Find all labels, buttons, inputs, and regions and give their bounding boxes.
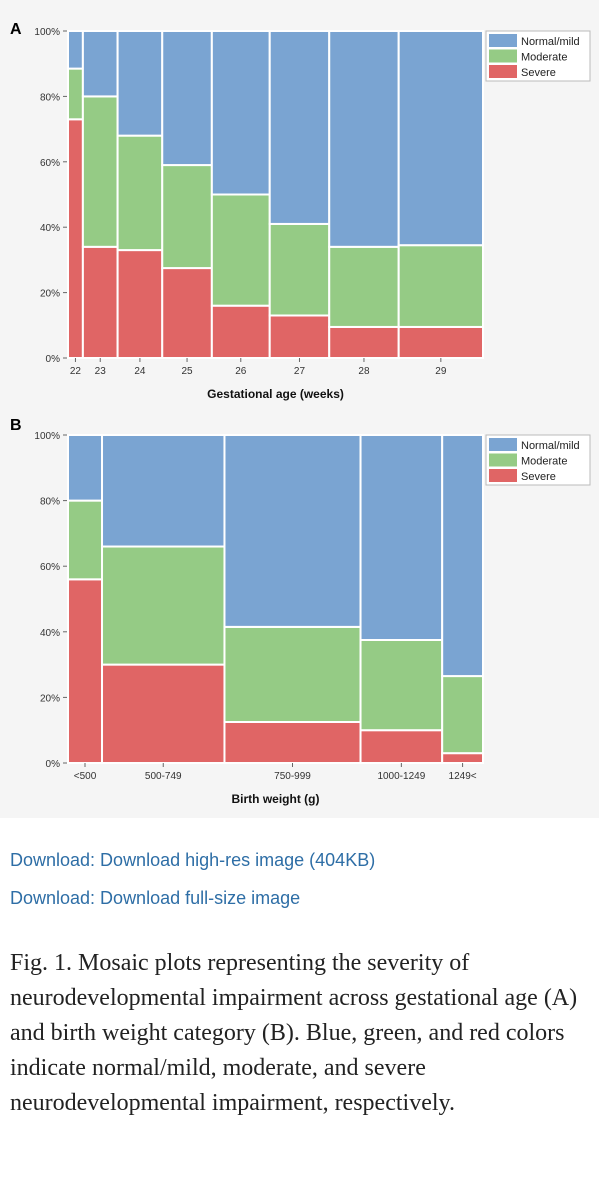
y-tick-label: 60% [40, 158, 60, 169]
panel-label: B [10, 417, 22, 434]
mosaic-cell-severe [223, 721, 362, 764]
x-tick-label: 24 [134, 366, 146, 377]
legend-label: Normal/mild [521, 36, 580, 48]
mosaic-cell-normal-mild [359, 434, 444, 641]
mosaic-cell-normal-mild [223, 434, 362, 628]
legend-label: Severe [521, 67, 556, 79]
y-tick-label: 0% [46, 354, 61, 365]
panel-label: A [10, 21, 22, 38]
mosaic-cell-normal-mild [101, 434, 226, 548]
mosaic-cell-normal-mild [67, 434, 104, 502]
mosaic-cell-severe [397, 325, 484, 359]
x-tick-label: 1249< [449, 771, 477, 782]
mosaic-cell-severe [81, 245, 119, 360]
legend-label: Severe [521, 471, 556, 483]
mosaic-cell-moderate [116, 134, 164, 252]
mosaic-cell-moderate [359, 639, 444, 732]
mosaic-cell-severe [101, 663, 226, 764]
legend-swatch [489, 469, 517, 482]
x-tick-label: 29 [435, 366, 447, 377]
mosaic-cell-moderate [210, 193, 271, 307]
mosaic-cell-normal-mild [81, 30, 119, 98]
mosaic-cell-moderate [441, 675, 484, 755]
mosaic-cell-moderate [397, 244, 484, 328]
x-tick-label: 1000-1249 [377, 771, 425, 782]
mosaic-cell-severe [161, 267, 213, 360]
legend: Normal/mild Moderate Severe [485, 30, 591, 82]
mosaic-cell-severe [328, 325, 400, 359]
mosaic-cell-normal-mild [116, 30, 164, 137]
mosaic-cell-moderate [223, 625, 362, 724]
mosaic-cell-severe [210, 304, 271, 359]
y-tick-label: 100% [34, 27, 60, 38]
y-tick-label: 40% [40, 628, 60, 639]
x-tick-label: 500-749 [145, 771, 182, 782]
figure-caption: Fig. 1. Mosaic plots representing the se… [10, 950, 578, 1116]
mosaic-cell-moderate [161, 164, 213, 270]
legend-swatch [489, 49, 517, 63]
y-tick-label: 20% [40, 289, 60, 300]
x-tick-label: 28 [358, 366, 370, 377]
legend: Normal/mild Moderate Severe [485, 434, 591, 486]
mosaic-cell-severe [268, 314, 331, 359]
mosaic-cell-moderate [67, 67, 84, 121]
mosaic-cell-normal-mild [441, 434, 484, 678]
mosaic-cell-moderate [268, 222, 331, 317]
y-tick-label: 60% [40, 562, 60, 573]
y-tick-label: 20% [40, 693, 60, 704]
download-high-res-link[interactable]: Download: Download high-res image (404KB… [10, 850, 376, 870]
x-tick-label: 23 [95, 366, 107, 377]
x-tick-label: 22 [70, 366, 82, 377]
mosaic-cell-severe [359, 729, 444, 765]
legend-swatch [489, 453, 517, 467]
mosaic-cell-severe [67, 118, 84, 360]
figure: A 0% 20% 40% 60% 80% 100% 22 23 24 25 26 27 28 29 Gesta… [10, 21, 591, 806]
x-tick-label: 750-999 [274, 771, 311, 782]
legend-swatch [489, 34, 517, 47]
x-axis-title: Birth weight (g) [232, 792, 320, 806]
x-axis-title: Gestational age (weeks) [207, 387, 344, 401]
x-tick-label: 25 [181, 366, 193, 377]
mosaic-cell-normal-mild [397, 30, 484, 247]
download-full-size-link[interactable]: Download: Download full-size image [10, 888, 301, 908]
mosaic-figure: A 0% 20% 40% 60% 80% 100% 22 23 24 25 26 27 28 29 Gesta… [10, 21, 591, 806]
legend-label: Normal/mild [521, 440, 580, 452]
mosaic-cell-normal-mild [210, 30, 271, 196]
mosaic-cell-normal-mild [161, 30, 213, 167]
mosaic-cell-normal-mild [328, 30, 400, 248]
x-tick-label: <500 [74, 771, 97, 782]
mosaic-cell-severe [441, 752, 484, 764]
chart-panel-b: B 0% 20% 40% 60% 80% 100% <500 500-749 750-999 100… [10, 417, 591, 806]
mosaic-cell-moderate [67, 499, 104, 581]
mosaic-cell-moderate [328, 245, 400, 328]
x-tick-label: 27 [294, 366, 306, 377]
mosaic-cell-severe [67, 578, 104, 764]
chart-panel-a: A 0% 20% 40% 60% 80% 100% 22 23 24 25 26 27 28 29 Gesta… [10, 21, 591, 401]
download-links: Download: Download high-res image (404KB… [10, 848, 375, 924]
x-tick-label: 26 [235, 366, 247, 377]
mosaic-cell-normal-mild [67, 30, 84, 70]
mosaic-cell-normal-mild [268, 30, 331, 225]
mosaic-cell-moderate [81, 95, 119, 248]
y-tick-label: 40% [40, 223, 60, 234]
mosaic-cell-severe [116, 249, 164, 359]
legend-label: Moderate [521, 52, 567, 64]
y-tick-label: 0% [46, 759, 61, 770]
mosaic-cell-moderate [101, 545, 226, 666]
legend-swatch [489, 65, 517, 78]
legend-label: Moderate [521, 456, 567, 468]
legend-swatch [489, 438, 517, 451]
y-tick-label: 80% [40, 92, 60, 103]
y-tick-label: 100% [34, 431, 60, 442]
y-tick-label: 80% [40, 497, 60, 508]
